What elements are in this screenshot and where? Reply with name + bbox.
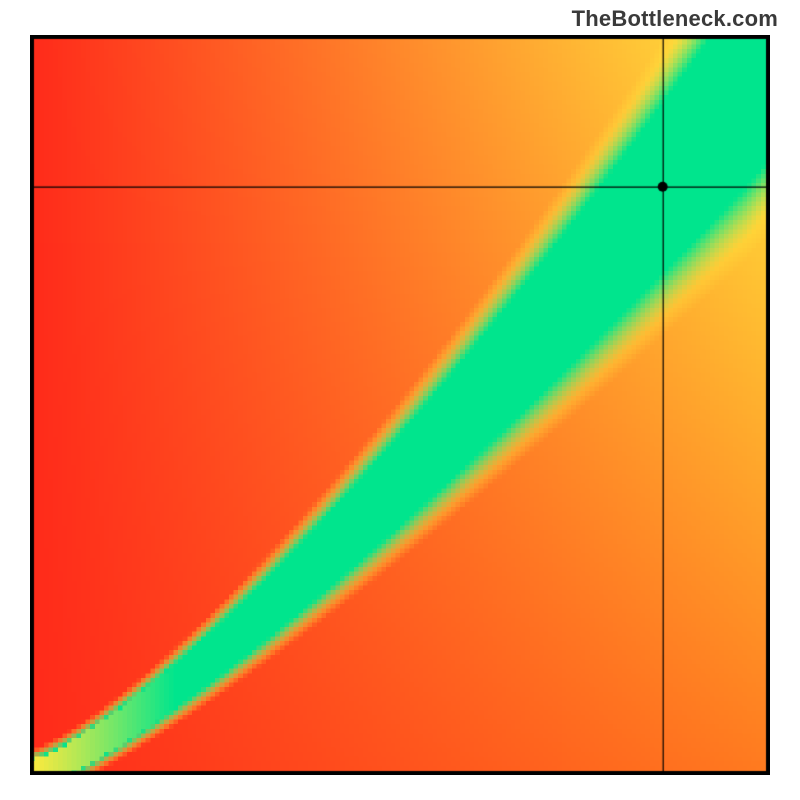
- watermark-text: TheBottleneck.com: [572, 6, 778, 32]
- bottleneck-heatmap: [30, 35, 770, 775]
